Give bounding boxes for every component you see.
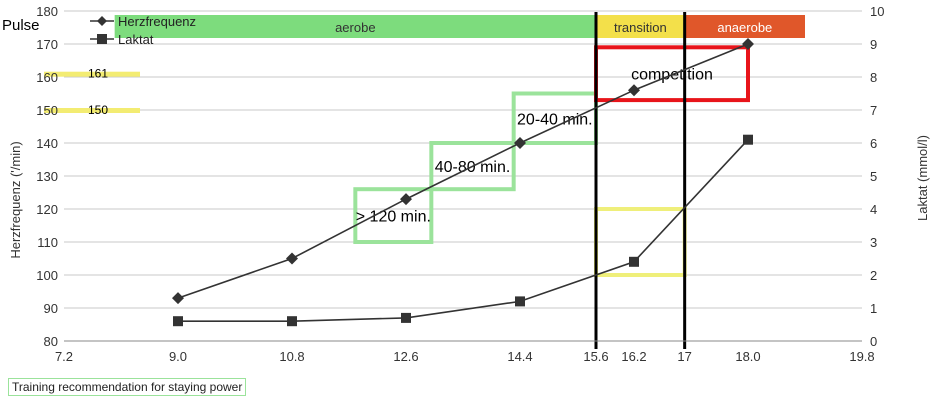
zone-bar [596,15,685,38]
series-point [287,316,297,327]
y-tick-right: 9 [870,37,877,52]
series-line [178,139,749,323]
y-tick-right: 7 [870,103,877,118]
zone-label: transition [614,20,667,35]
zone-bar [684,15,805,38]
y-tick-left: 120 [36,202,58,217]
x-tick: 15.6 [583,349,608,364]
series-point [401,312,411,323]
y-tick-right: 4 [870,202,877,217]
series-point [628,84,640,97]
series-point [286,252,298,265]
series-point [514,137,526,149]
y-tick-left: 110 [37,235,58,250]
hr-markers: 161 150 [44,67,140,117]
series [172,38,754,327]
y-tick-left: 130 [36,169,58,184]
y-tick-right: 5 [870,169,877,184]
y-tick-left: 100 [36,268,58,283]
hr-marker-label: 150 [88,103,108,117]
training-box-label: > 120 min. [356,209,431,226]
hr-marker-bar [44,108,140,113]
series-point [743,134,753,145]
y-tick-left: 160 [36,70,58,85]
y-tick-left: 90 [44,301,58,316]
zone-bars: aerobe transition anaerobe [114,15,805,38]
y-axis-title-right: Laktat (mmol/l) [915,135,930,221]
legend-label: Laktat [118,32,154,47]
y-axis-title-left: Herzfrequenz ('/min) [8,141,23,258]
threshold-lines [594,12,687,349]
zone-bar [114,15,597,38]
y-tick-right: 6 [870,136,877,151]
hr-marker-bar [44,71,140,77]
x-tick: 14.4 [507,349,532,364]
series-point [742,38,754,50]
x-tick: 16.2 [621,349,646,364]
training-boxes: > 120 min.40-80 min.20-40 min.competitio… [353,45,750,277]
training-box [429,141,516,192]
series-point [515,296,525,307]
y-tick-right: 3 [870,235,877,250]
legend-marker [97,16,107,26]
x-tick: 19.8 [849,349,874,364]
hr-marker-label: 161 [88,67,108,81]
y-tick-right: 2 [870,268,877,283]
y-tick-left: 80 [44,334,58,349]
series-point [173,316,183,327]
y-tick-left: 140 [36,136,58,151]
training-box-label: 40-80 min. [435,159,511,176]
axes: 80 90 100 110 120 130 140 150 160 170 180 0 1 2 3 4 5 6 7 8… [36,4,884,364]
gridlines [64,10,862,342]
y-tick-left: 170 [36,37,58,52]
y-tick-right: 1 [870,301,877,316]
training-box-label: 20-40 min. [517,111,593,128]
y-tick-right: 10 [870,4,884,19]
x-tick: 18.0 [735,349,760,364]
corner-label: Pulse [2,17,40,34]
x-tick: 10.8 [279,349,304,364]
zone-label: aerobe [335,20,375,35]
x-tick: 17 [677,349,691,364]
y-tick-right: 0 [870,334,877,349]
x-tick: 7.2 [55,349,73,364]
series-line [177,43,749,299]
series-point [629,256,639,267]
footnote: Training recommendation for staying powe… [8,378,247,396]
y-tick-right: 8 [870,70,877,85]
y-tick-left: 150 [36,103,58,118]
legend-label: Herzfrequenz [118,14,196,29]
legend: Herzfrequenz Laktat [90,14,196,47]
legend-marker [97,34,107,44]
zone-label: anaerobe [717,20,772,35]
x-tick: 12.6 [393,349,418,364]
series-point [172,292,184,305]
training-box [353,187,434,244]
x-tick: 9.0 [169,349,187,364]
series-point [400,193,412,206]
y-tick-left: 180 [36,4,58,19]
